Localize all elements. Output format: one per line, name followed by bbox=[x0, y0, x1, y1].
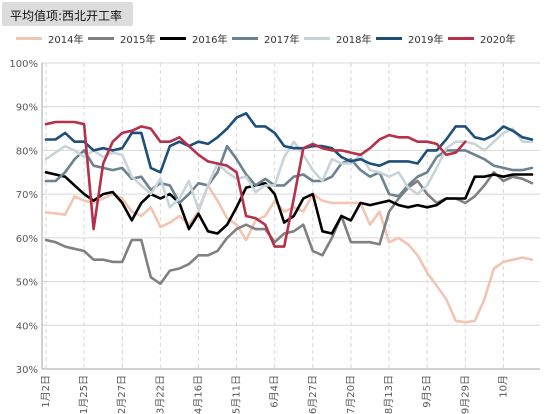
x-tick-label: 9月5日 bbox=[421, 375, 433, 408]
legend-swatch bbox=[232, 37, 258, 40]
y-tick-label: 50% bbox=[16, 278, 38, 289]
chart-title: 平均值项:西北开工率 bbox=[10, 9, 123, 23]
series-line-2020年 bbox=[44, 120, 467, 248]
legend-label: 2017年 bbox=[264, 35, 300, 46]
series-lines bbox=[44, 112, 534, 324]
x-tick-label: 6月27日 bbox=[307, 375, 319, 414]
legend-swatch bbox=[304, 37, 330, 40]
x-tick-label: 7月20日 bbox=[345, 375, 357, 414]
legend-swatch bbox=[448, 37, 474, 40]
y-tick-label: 30% bbox=[16, 365, 38, 376]
x-tick-label: 3月22日 bbox=[154, 375, 166, 414]
legend-swatch bbox=[16, 37, 42, 40]
x-tick-label: 9月29日 bbox=[459, 375, 471, 414]
x-tick-label: 2月27日 bbox=[116, 375, 128, 414]
legend-label: 2020年 bbox=[480, 35, 516, 46]
series-line-2017年 bbox=[44, 144, 534, 205]
x-tick-label: 4月16日 bbox=[192, 375, 204, 414]
y-axis: 30% 40% 50% 60% 70% 80% 90% 100% bbox=[9, 59, 43, 376]
series-line-2014年 bbox=[44, 184, 534, 324]
legend-swatch bbox=[88, 37, 114, 40]
y-tick-label: 60% bbox=[16, 234, 38, 245]
x-tick-label: 6月4日 bbox=[269, 375, 281, 408]
legend-label: 2018年 bbox=[336, 35, 372, 46]
x-tick-label: 10月 bbox=[497, 375, 509, 398]
legend-label: 2015年 bbox=[120, 35, 156, 46]
legend-label: 2014年 bbox=[48, 35, 84, 46]
y-tick-label: 90% bbox=[16, 103, 38, 114]
y-tick-label: 40% bbox=[16, 321, 38, 332]
y-tick-label: 70% bbox=[16, 190, 38, 201]
series-line-2019年 bbox=[44, 112, 534, 174]
legend-label: 2016年 bbox=[192, 35, 228, 46]
legend-swatch bbox=[376, 37, 402, 40]
x-axis: 1月2日 1月25日 2月27日 3月22日 4月16日 5月11日 6月4日 6月27日 7月… bbox=[40, 368, 540, 414]
y-tick-label: 100% bbox=[9, 59, 38, 70]
x-tick-label: 5月11日 bbox=[231, 375, 243, 414]
x-tick-label: 1月2日 bbox=[40, 375, 52, 408]
legend-swatch bbox=[160, 37, 186, 40]
x-tick-label: 8月13日 bbox=[383, 375, 395, 414]
series-line-2018年 bbox=[44, 127, 534, 211]
legend-label: 2019年 bbox=[408, 35, 444, 46]
y-tick-label: 80% bbox=[16, 146, 38, 157]
x-tick-label: 1月25日 bbox=[78, 375, 90, 414]
chart-title-box[interactable]: 平均值项:西北开工率 bbox=[2, 2, 133, 26]
